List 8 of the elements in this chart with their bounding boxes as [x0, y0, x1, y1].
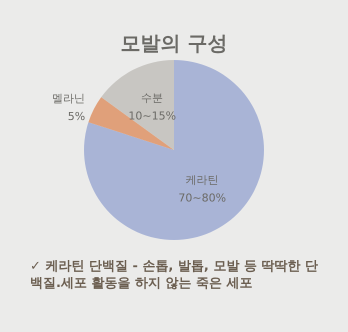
data-label: 5%: [68, 110, 86, 123]
slice-label: 수분: [141, 92, 164, 105]
slice-label: 케라틴: [186, 173, 219, 186]
text: ✓ 케라틴 단백질 - 손톱, 발톱, 모발 등 딱딱한 단백질.세포 활동을 하지 않는 죽은 세포: [30, 258, 319, 292]
chart-title: 모발의 구성: [120, 31, 228, 55]
slice-label: 멜라닌: [52, 92, 86, 105]
data-label: 70~80%: [178, 191, 226, 204]
data-label: 10~15%: [128, 110, 176, 123]
